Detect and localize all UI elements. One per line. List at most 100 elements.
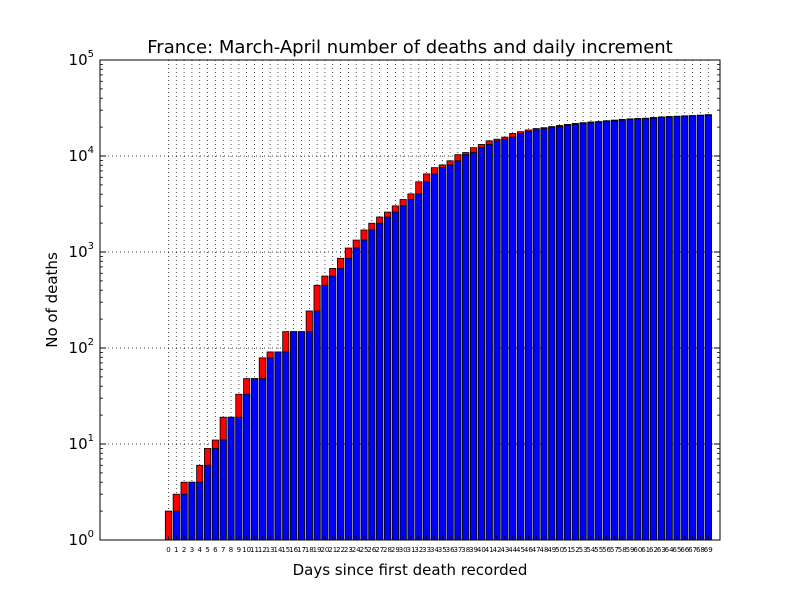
cumulative-bar xyxy=(321,284,329,541)
cumulative-bar xyxy=(579,123,587,541)
x-tick-label: 0 xyxy=(166,546,170,554)
y-tick-label: 102 xyxy=(69,337,94,357)
cumulative-bar xyxy=(610,120,618,541)
cumulative-bar xyxy=(556,126,564,541)
x-tick-label: 67 xyxy=(688,546,697,554)
cumulative-bar xyxy=(438,167,446,541)
x-axis-label: Days since first death recorded xyxy=(293,561,528,579)
cumulative-bar xyxy=(235,416,243,541)
x-tick-label: 46 xyxy=(524,546,533,554)
cumulative-bar xyxy=(266,357,274,541)
x-tick-label: 29 xyxy=(391,546,400,554)
cumulative-bar xyxy=(250,378,259,541)
cumulative-bar xyxy=(313,310,321,541)
cumulative-bar xyxy=(344,257,352,541)
cumulative-bar xyxy=(219,439,227,541)
x-tick-label: 10 xyxy=(242,546,251,554)
cumulative-bar xyxy=(415,193,423,541)
x-tick-label: 49 xyxy=(547,546,556,554)
cumulative-bar xyxy=(626,118,634,541)
x-tick-label: 61 xyxy=(641,546,650,554)
cumulative-bar xyxy=(493,140,501,541)
x-tick-label: 59 xyxy=(626,546,635,554)
cumulative-bar xyxy=(462,154,470,541)
cumulative-bar xyxy=(391,211,399,541)
cumulative-bar xyxy=(368,229,376,541)
x-tick-label: 12 xyxy=(258,546,267,554)
cumulative-bar xyxy=(595,121,603,541)
cumulative-bar xyxy=(540,128,548,541)
y-tick-label: 101 xyxy=(69,433,94,453)
x-tick-label: 53 xyxy=(579,546,588,554)
x-tick-label: 41 xyxy=(485,546,494,554)
cumulative-bar xyxy=(485,144,493,541)
cumulative-bar xyxy=(399,205,407,541)
cumulative-bar xyxy=(689,115,697,541)
x-tick-label: 2 xyxy=(182,546,186,554)
y-tick-exponent: 3 xyxy=(88,241,94,252)
x-tick-label: 69 xyxy=(704,546,713,554)
cumulative-bar xyxy=(180,493,188,541)
x-tick-label: 8 xyxy=(229,546,233,554)
cumulative-bar xyxy=(423,181,431,541)
x-tick-label: 17 xyxy=(297,546,306,554)
x-tick-label: 11 xyxy=(250,546,259,554)
x-tick-label: 31 xyxy=(407,546,416,554)
cumulative-bar xyxy=(642,118,650,541)
cumulative-bar xyxy=(704,114,712,541)
y-tick-label: 103 xyxy=(69,241,94,261)
x-tick-label: 26 xyxy=(367,546,376,554)
cumulative-bar xyxy=(634,118,642,541)
increment-bar xyxy=(164,510,172,541)
cumulative-bar xyxy=(196,481,204,541)
y-axis-label: No of deaths xyxy=(43,252,61,348)
x-tick-label: 51 xyxy=(563,546,572,554)
x-tick-label: 23 xyxy=(344,546,353,554)
cumulative-bar xyxy=(516,133,525,541)
x-tick-label: 4 xyxy=(198,546,203,554)
cumulative-bar xyxy=(383,216,392,541)
x-tick-label: 66 xyxy=(680,546,689,554)
x-tick-label: 58 xyxy=(618,546,627,554)
x-tick-label: 56 xyxy=(602,546,611,554)
x-tick-label: 43 xyxy=(500,546,509,554)
cumulative-bar xyxy=(657,117,665,541)
x-tick-label: 48 xyxy=(540,546,549,554)
cumulative-bar xyxy=(571,123,579,541)
cumulative-bar xyxy=(258,378,266,541)
cumulative-bar xyxy=(603,121,611,541)
x-tick-label: 68 xyxy=(696,546,705,554)
cumulative-bar xyxy=(274,351,282,541)
cumulative-bar xyxy=(563,125,571,541)
cumulative-bar xyxy=(211,447,219,541)
x-tick-label: 60 xyxy=(633,546,642,554)
cumulative-bar xyxy=(587,122,595,541)
y-tick-exponent: 2 xyxy=(88,337,94,348)
x-tick-label: 27 xyxy=(375,546,384,554)
cumulative-bar xyxy=(305,331,313,541)
x-tick-label: 7 xyxy=(221,546,225,554)
x-tick-label: 47 xyxy=(532,546,541,554)
cumulative-bar xyxy=(297,331,305,541)
x-tick-label: 34 xyxy=(430,546,439,554)
cumulative-bar xyxy=(337,268,345,541)
y-tick-exponent: 5 xyxy=(88,49,94,60)
cumulative-bar xyxy=(509,136,517,541)
x-tick-label: 25 xyxy=(360,546,369,554)
x-tick-label: 54 xyxy=(586,546,595,554)
cumulative-bar xyxy=(649,117,658,541)
x-tick-label: 45 xyxy=(516,546,525,554)
x-tick-label: 52 xyxy=(571,546,580,554)
cumulative-bar xyxy=(227,416,235,541)
x-tick-label: 21 xyxy=(328,546,337,554)
y-tick-base: 10 xyxy=(69,147,88,165)
cumulative-bar xyxy=(454,160,462,541)
x-tick-label: 62 xyxy=(649,546,658,554)
x-tick-label: 55 xyxy=(594,546,603,554)
cumulative-bar xyxy=(477,147,485,541)
x-tick-label: 13 xyxy=(266,546,275,554)
x-tick-label: 36 xyxy=(446,546,455,554)
x-tick-label: 39 xyxy=(469,546,478,554)
y-tick-exponent: 1 xyxy=(88,433,94,444)
